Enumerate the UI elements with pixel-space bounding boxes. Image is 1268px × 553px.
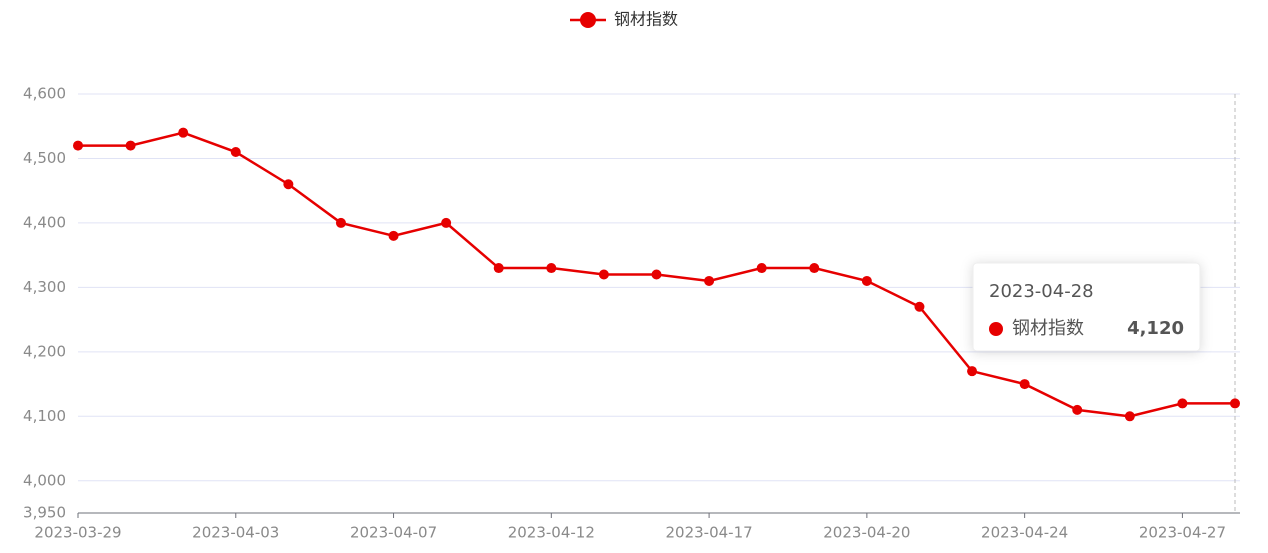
point: [1072, 404, 1083, 415]
point: [1230, 398, 1240, 409]
point: [756, 263, 767, 274]
tooltip-name: 钢材指数: [1012, 318, 1084, 339]
y-tick-label: 4,600: [23, 85, 66, 103]
point: [283, 179, 294, 190]
x-tick-label: 2023-04-03: [192, 524, 279, 542]
tooltip-title: 2023-04-28: [989, 281, 1094, 302]
point: [125, 140, 136, 151]
point: [598, 269, 609, 280]
point: [651, 269, 662, 280]
y-tick-label: 4,400: [23, 213, 66, 231]
point: [230, 147, 241, 158]
x-tick-label: 2023-04-12: [508, 524, 595, 542]
point: [546, 263, 557, 274]
x-tick-label: 2023-03-29: [34, 524, 121, 542]
point: [1019, 379, 1030, 390]
x-tick-label: 2023-04-20: [823, 524, 910, 542]
y-tick-label: 4,300: [23, 278, 66, 296]
x-tick-label: 2023-04-27: [1139, 524, 1226, 542]
x-tick-label: 2023-04-24: [981, 524, 1068, 542]
point: [493, 263, 504, 274]
point: [809, 263, 820, 274]
point: [914, 301, 925, 312]
point: [388, 230, 399, 241]
point: [967, 366, 978, 377]
point: [861, 275, 872, 286]
legend-label: 钢材指数: [614, 10, 678, 29]
point: [1124, 411, 1135, 422]
point: [73, 140, 83, 151]
point: [1177, 398, 1188, 409]
y-tick-label: 4,000: [23, 471, 66, 489]
y-tick-label: 4,200: [23, 342, 66, 360]
point: [335, 217, 346, 228]
point: [441, 217, 452, 228]
legend-marker: [580, 12, 596, 28]
point: [178, 127, 189, 138]
tooltip-value: 4,120: [1127, 318, 1184, 339]
y-tick-label: 4,100: [23, 407, 66, 425]
y-tick-label: 4,500: [23, 149, 66, 167]
tooltip: [972, 262, 1201, 352]
y-tick-label: 3,950: [23, 504, 66, 522]
x-tick-label: 2023-04-17: [665, 524, 752, 542]
x-tick-label: 2023-04-07: [350, 524, 437, 542]
tooltip-marker: [989, 322, 1003, 336]
point: [704, 275, 715, 286]
